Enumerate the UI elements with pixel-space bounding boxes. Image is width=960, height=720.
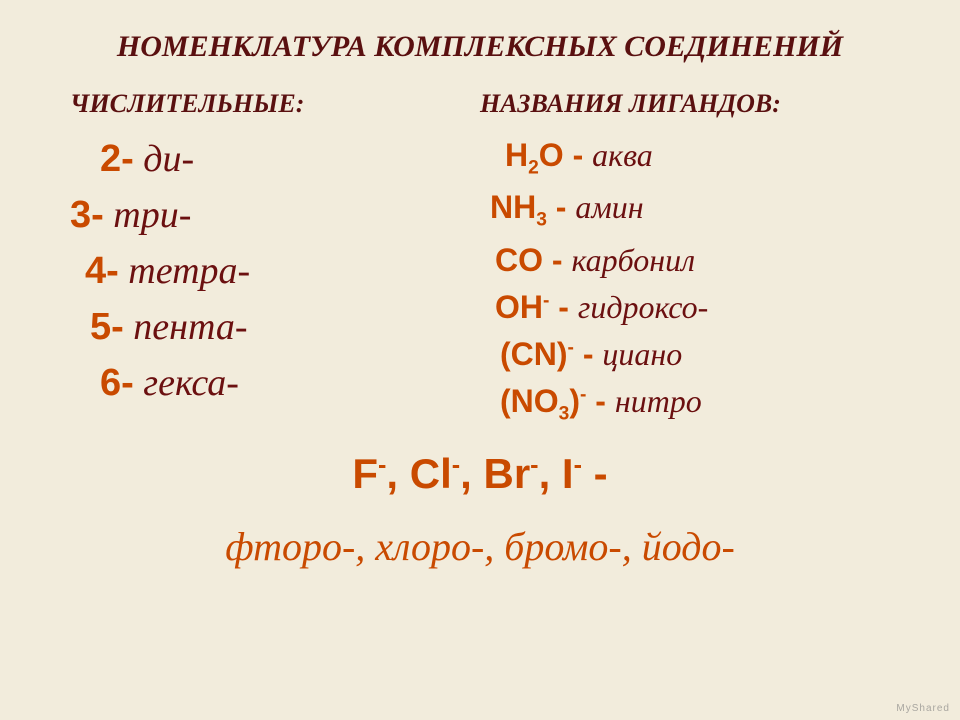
ligand-name: циано — [602, 336, 682, 372]
ligand-formula: OH- - — [495, 289, 578, 325]
ligand-name: нитро — [615, 383, 702, 419]
ligand-row: (CN)- - циано — [480, 336, 910, 373]
ligand-name: гидроксо- — [578, 289, 708, 325]
column-left: ЧИСЛИТЕЛЬНЫЕ: 2- ди- 3- три- 4- тетра- 5- п… — [50, 89, 437, 435]
ligand-name: амин — [575, 189, 643, 225]
watermark: MyShared — [896, 703, 950, 714]
ligand-row: H2O - аква — [480, 137, 910, 179]
numeral-word: ди- — [134, 138, 194, 180]
numeral-number: 3- — [70, 194, 104, 236]
numeral-row: 3- три- — [70, 193, 437, 237]
ligand-row: NH3 - амин — [480, 189, 910, 231]
ligand-name: карбонил — [571, 242, 695, 278]
numeral-row: 2- ди- — [70, 137, 437, 181]
ligand-formula: CO - — [495, 242, 571, 278]
numeral-number: 4- — [85, 250, 119, 292]
ligand-formula: (NO3)- - — [500, 383, 615, 419]
ligand-name: аква — [592, 137, 653, 173]
halogen-names: фторо-, хлоро-, бромо-, йодо- — [50, 523, 910, 570]
halogens-formula: F-, Cl-, Br-, I- - — [50, 450, 910, 498]
ligand-formula: (CN)- - — [500, 336, 602, 372]
numeral-number: 2- — [100, 138, 134, 180]
slide: НОМЕНКЛАТУРА КОМПЛЕКСНЫХ СОЕДИНЕНИЙ ЧИСЛ… — [0, 0, 960, 720]
ligands-header: НАЗВАНИЯ ЛИГАНДОВ: — [480, 89, 910, 119]
numeral-number: 6- — [100, 362, 134, 404]
ligand-row: CO - карбонил — [480, 242, 910, 279]
ligand-formula: H2O - — [505, 137, 592, 173]
numeral-row: 6- гекса- — [70, 361, 437, 405]
numeral-row: 5- пента- — [70, 305, 437, 349]
numeral-number: 5- — [90, 306, 124, 348]
numerals-header: ЧИСЛИТЕЛЬНЫЕ: — [70, 89, 437, 119]
slide-title: НОМЕНКЛАТУРА КОМПЛЕКСНЫХ СОЕДИНЕНИЙ — [50, 30, 910, 64]
ligand-row: OH- - гидроксо- — [480, 289, 910, 326]
numerals-list: 2- ди- 3- три- 4- тетра- 5- пента- 6- гекса- — [70, 137, 437, 405]
ligands-list: H2O - акваNH3 - аминCO - карбонилOH- - г… — [480, 137, 910, 425]
column-right: НАЗВАНИЯ ЛИГАНДОВ: H2O - акваNH3 - аминC… — [480, 89, 910, 435]
columns: ЧИСЛИТЕЛЬНЫЕ: 2- ди- 3- три- 4- тетра- 5- п… — [50, 89, 910, 435]
ligand-row: (NO3)- - нитро — [480, 383, 910, 425]
numeral-word: тетра- — [119, 250, 250, 292]
numeral-word: три- — [104, 194, 192, 236]
numeral-word: пента- — [124, 306, 248, 348]
numeral-row: 4- тетра- — [70, 249, 437, 293]
numeral-word: гекса- — [134, 362, 239, 404]
ligand-formula: NH3 - — [490, 189, 575, 225]
